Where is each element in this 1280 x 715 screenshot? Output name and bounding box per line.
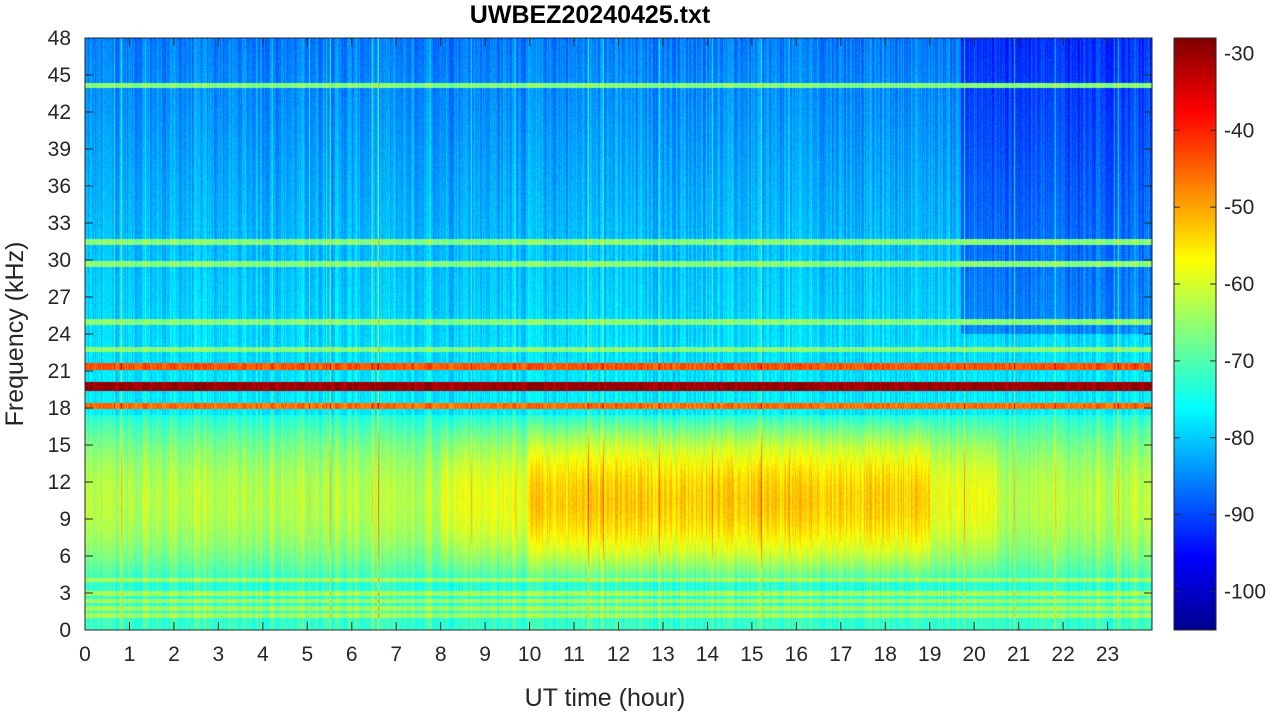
colorbar-tick-label: -30 xyxy=(1224,42,1254,65)
x-tick-label: 11 xyxy=(563,643,585,666)
x-tick-label: 7 xyxy=(390,643,402,666)
x-tick-label: 3 xyxy=(213,643,225,666)
y-tick-label: 42 xyxy=(48,101,71,124)
x-tick-label: 15 xyxy=(740,643,763,666)
colorbar: -30 -40 -50 -60 -70 -80 -90 -100 xyxy=(1173,37,1266,631)
x-tick-label: 6 xyxy=(346,643,358,666)
x-axis-ticks: 0 1 2 3 4 5 6 7 8 9 10 11 12 13 14 15 16 17 18 19 20 21 22 23 xyxy=(79,38,1119,666)
x-tick-label: 5 xyxy=(301,643,313,666)
y-tick-label: 48 xyxy=(48,27,71,50)
x-tick-label: 17 xyxy=(829,643,852,666)
colorbar-tick-label: -100 xyxy=(1224,581,1266,604)
y-tick-label: 3 xyxy=(59,582,71,605)
y-tick-label: 33 xyxy=(48,212,71,235)
x-axis-label: UT time (hour) xyxy=(525,684,686,712)
y-tick-label: 24 xyxy=(48,323,72,346)
y-tick-label: 0 xyxy=(59,619,71,642)
y-tick-label: 21 xyxy=(48,360,71,383)
x-tick-label: 19 xyxy=(918,643,941,666)
x-tick-label: 22 xyxy=(1051,643,1074,666)
y-axis-label: Frequency (kHz) xyxy=(1,242,29,427)
y-tick-label: 12 xyxy=(48,471,71,494)
x-tick-label: 14 xyxy=(696,643,720,666)
chart-title: UWBEZ20240425.txt xyxy=(470,1,711,29)
x-tick-label: 9 xyxy=(479,643,491,666)
y-tick-label: 18 xyxy=(48,397,71,420)
spectrogram-heatmap xyxy=(85,38,1152,630)
colorbar-tick-label: -60 xyxy=(1224,273,1254,296)
colorbar-tick-label: -80 xyxy=(1224,427,1254,450)
colorbar-tick-label: -50 xyxy=(1224,196,1254,219)
y-tick-label: 9 xyxy=(59,508,71,531)
x-tick-label: 2 xyxy=(168,643,180,666)
y-tick-label: 39 xyxy=(48,138,71,161)
colorbar-ticks: -30 -40 -50 -60 -70 -80 -90 -100 xyxy=(1174,42,1266,604)
x-tick-label: 21 xyxy=(1007,643,1030,666)
colorbar-gradient xyxy=(1173,37,1217,631)
x-tick-label: 1 xyxy=(124,643,136,666)
x-tick-label: 18 xyxy=(874,643,897,666)
x-tick-label: 0 xyxy=(79,643,91,666)
colorbar-tick-label: -70 xyxy=(1224,350,1254,373)
x-tick-label: 12 xyxy=(607,643,630,666)
y-tick-label: 15 xyxy=(48,434,71,457)
x-tick-label: 20 xyxy=(962,643,985,666)
y-tick-label: 27 xyxy=(48,286,71,309)
colorbar-tick-label: -40 xyxy=(1224,119,1254,142)
x-tick-label: 8 xyxy=(435,643,447,666)
colorbar-tick-label: -90 xyxy=(1224,504,1254,527)
x-tick-label: 4 xyxy=(257,643,269,666)
y-tick-label: 45 xyxy=(48,64,71,87)
x-tick-label: 23 xyxy=(1096,643,1119,666)
spectrogram-plot: 0 1 2 3 4 5 6 7 8 9 10 11 12 13 14 15 16 17 18 19 20 21 22 23 0… xyxy=(48,27,1153,666)
x-tick-label: 13 xyxy=(651,643,674,666)
x-tick-label: 16 xyxy=(785,643,808,666)
y-tick-label: 30 xyxy=(48,249,71,272)
x-tick-label: 10 xyxy=(518,643,541,666)
y-tick-label: 6 xyxy=(59,545,71,568)
y-tick-label: 36 xyxy=(48,175,71,198)
